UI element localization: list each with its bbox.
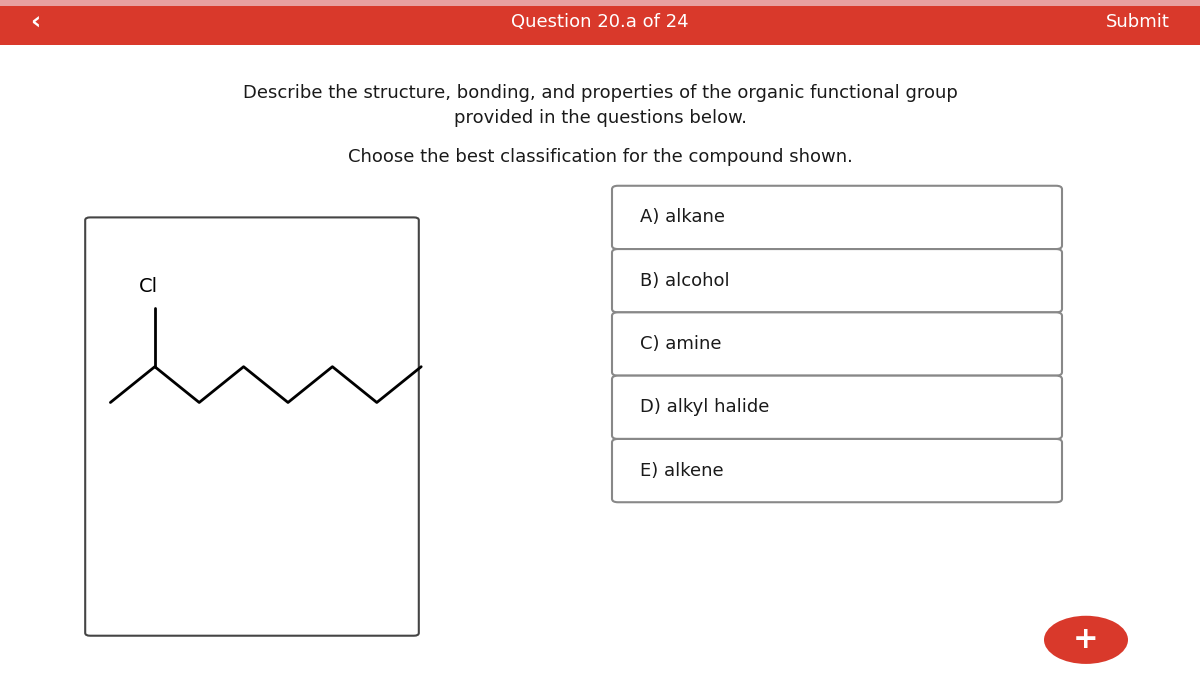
Circle shape — [1044, 616, 1128, 664]
FancyBboxPatch shape — [0, 0, 1200, 6]
Text: D) alkyl halide: D) alkyl halide — [640, 398, 769, 416]
Text: provided in the questions below.: provided in the questions below. — [454, 109, 746, 127]
Text: E) alkene: E) alkene — [640, 462, 724, 480]
Text: ‹: ‹ — [30, 10, 41, 34]
Text: Question 20.a of 24: Question 20.a of 24 — [511, 13, 689, 32]
FancyBboxPatch shape — [612, 312, 1062, 376]
FancyBboxPatch shape — [612, 186, 1062, 249]
FancyBboxPatch shape — [612, 439, 1062, 502]
FancyBboxPatch shape — [612, 249, 1062, 312]
Text: Choose the best classification for the compound shown.: Choose the best classification for the c… — [348, 148, 852, 166]
FancyBboxPatch shape — [612, 376, 1062, 439]
Text: Submit: Submit — [1106, 13, 1170, 32]
Text: A) alkane: A) alkane — [640, 208, 725, 226]
FancyBboxPatch shape — [85, 217, 419, 636]
Text: B) alcohol: B) alcohol — [640, 272, 730, 290]
Text: Cl: Cl — [139, 277, 158, 296]
Text: +: + — [1073, 625, 1099, 654]
Text: Describe the structure, bonding, and properties of the organic functional group: Describe the structure, bonding, and pro… — [242, 84, 958, 102]
FancyBboxPatch shape — [0, 0, 1200, 45]
Text: C) amine: C) amine — [640, 335, 721, 353]
